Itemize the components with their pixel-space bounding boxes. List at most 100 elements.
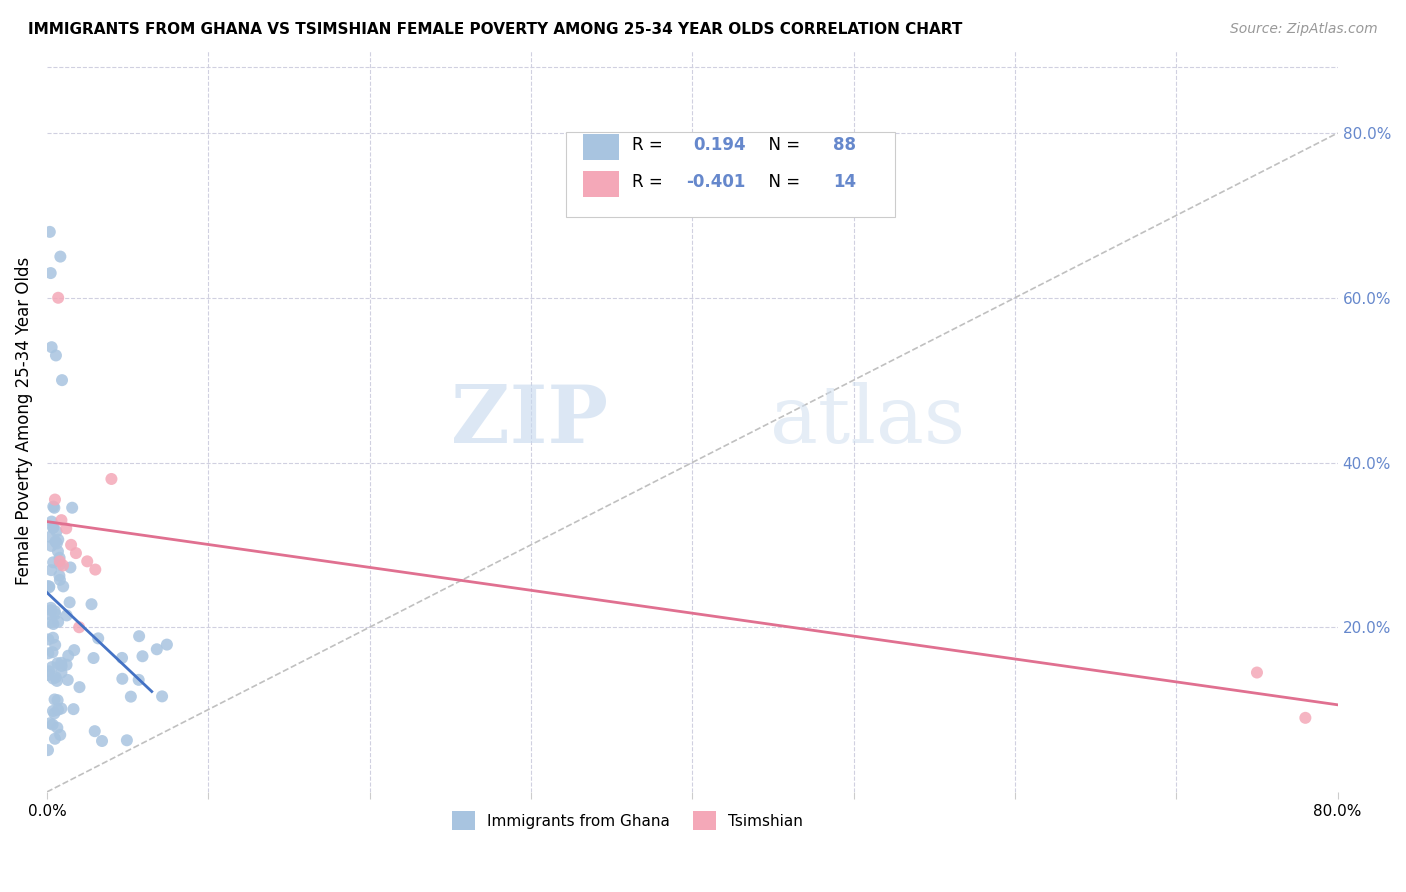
Point	[52, 579, 75, 593]
Point	[83, 724, 105, 739]
Point	[49, 573, 72, 587]
Point	[65, 546, 87, 560]
Point	[67, 620, 90, 634]
Point	[115, 733, 138, 747]
Point	[46, 291, 69, 305]
Point	[37, 579, 59, 593]
Point	[156, 638, 179, 652]
Point	[52, 558, 75, 573]
Point	[46, 693, 69, 707]
Point	[46, 615, 69, 629]
Point	[39, 615, 62, 630]
Point	[41, 645, 63, 659]
Point	[44, 607, 66, 621]
Point	[37, 668, 59, 682]
Point	[42, 631, 65, 645]
Point	[42, 672, 65, 686]
Point	[44, 604, 66, 618]
Point	[44, 638, 66, 652]
Point	[48, 568, 70, 582]
Text: R =: R =	[631, 173, 668, 191]
Point	[39, 600, 62, 615]
Point	[76, 554, 98, 568]
Point	[38, 607, 60, 622]
Point	[39, 603, 62, 617]
Point	[131, 649, 153, 664]
Point	[42, 555, 65, 569]
Point	[51, 656, 73, 670]
Point	[45, 524, 67, 539]
Text: 88: 88	[832, 136, 856, 153]
Point	[91, 734, 114, 748]
Point	[111, 672, 134, 686]
Point	[60, 500, 83, 515]
Point	[42, 704, 65, 718]
Point	[63, 643, 86, 657]
Text: Source: ZipAtlas.com: Source: ZipAtlas.com	[1230, 22, 1378, 37]
FancyBboxPatch shape	[565, 132, 894, 218]
Point	[44, 492, 66, 507]
Point	[60, 538, 83, 552]
Point	[46, 721, 69, 735]
Point	[38, 580, 60, 594]
Point	[41, 717, 63, 731]
Point	[45, 348, 67, 362]
Point	[69, 680, 91, 694]
Text: N =: N =	[758, 173, 806, 191]
Point	[39, 266, 62, 280]
Point	[38, 664, 60, 678]
Point	[56, 673, 79, 687]
Point	[42, 500, 65, 514]
Point	[42, 520, 65, 534]
Text: N =: N =	[758, 136, 806, 153]
Point	[80, 597, 103, 611]
Point	[41, 515, 63, 529]
Text: 0.194: 0.194	[693, 136, 747, 153]
Point	[45, 673, 67, 688]
Point	[84, 563, 107, 577]
Point	[39, 539, 62, 553]
Point	[44, 706, 66, 721]
Text: -0.401: -0.401	[686, 173, 745, 191]
Point	[42, 617, 65, 632]
Point	[48, 550, 70, 565]
Point	[111, 651, 134, 665]
Bar	[582, 134, 619, 160]
Point	[55, 657, 77, 672]
Point	[128, 629, 150, 643]
Text: atlas: atlas	[769, 383, 965, 460]
Point	[37, 743, 59, 757]
Point	[44, 692, 66, 706]
Point	[1246, 665, 1268, 680]
Text: IMMIGRANTS FROM GHANA VS TSIMSHIAN FEMALE POVERTY AMONG 25-34 YEAR OLDS CORRELAT: IMMIGRANTS FROM GHANA VS TSIMSHIAN FEMAL…	[28, 22, 963, 37]
Text: R =: R =	[631, 136, 668, 153]
Point	[44, 534, 66, 549]
Point	[120, 690, 142, 704]
Point	[51, 701, 73, 715]
Point	[39, 530, 62, 544]
Point	[83, 651, 105, 665]
Point	[51, 513, 73, 527]
Point	[51, 665, 73, 680]
Point	[46, 703, 69, 717]
Point	[1294, 711, 1316, 725]
Point	[49, 250, 72, 264]
Point	[146, 642, 169, 657]
Point	[87, 632, 110, 646]
Point	[38, 225, 60, 239]
Point	[42, 521, 65, 535]
Point	[51, 659, 73, 673]
Point	[39, 563, 62, 577]
Point	[38, 580, 60, 594]
Point	[44, 731, 66, 746]
Point	[46, 533, 69, 547]
Point	[37, 646, 59, 660]
Point	[41, 660, 63, 674]
Point	[49, 558, 72, 572]
Legend: Immigrants from Ghana, Tsimshian: Immigrants from Ghana, Tsimshian	[446, 805, 810, 836]
Point	[150, 690, 173, 704]
Bar	[582, 170, 619, 197]
Text: ZIP: ZIP	[451, 383, 609, 460]
Point	[128, 673, 150, 687]
Point	[55, 521, 77, 535]
